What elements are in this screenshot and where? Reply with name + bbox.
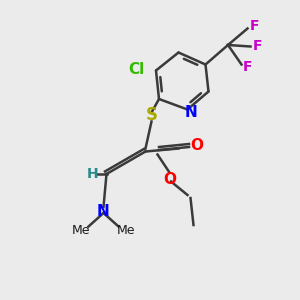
Text: O: O xyxy=(190,138,203,153)
Text: F: F xyxy=(243,60,253,74)
Text: S: S xyxy=(146,106,158,124)
Text: Cl: Cl xyxy=(128,61,145,76)
Text: H: H xyxy=(87,167,99,181)
Text: Me: Me xyxy=(72,224,90,238)
Text: F: F xyxy=(250,20,259,33)
Text: O: O xyxy=(163,172,176,188)
Text: F: F xyxy=(253,40,262,53)
Text: N: N xyxy=(184,105,197,120)
Text: Me: Me xyxy=(117,224,135,238)
Text: N: N xyxy=(97,204,110,219)
